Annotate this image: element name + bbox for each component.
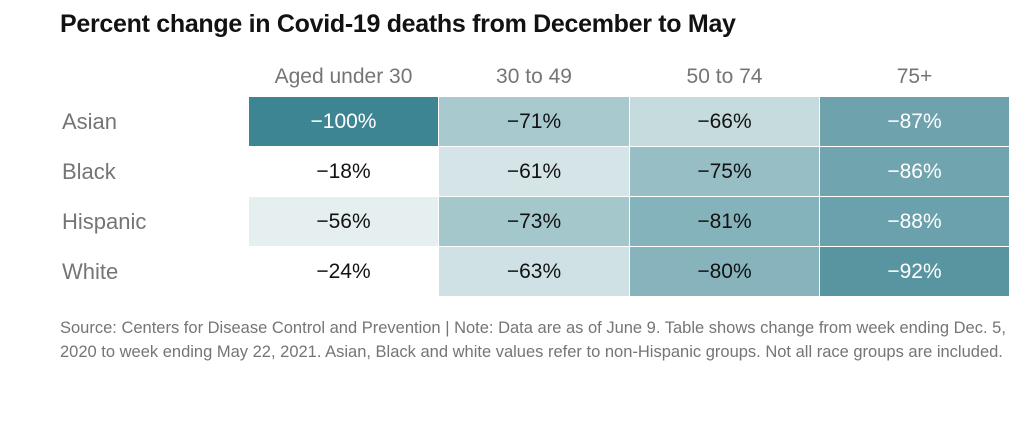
column-header: 75+ xyxy=(896,65,933,88)
table-cell: −24% xyxy=(249,247,438,296)
source-note: Source: Centers for Disease Control and … xyxy=(60,319,1006,361)
table-cell: −75% xyxy=(630,147,819,196)
table-cell: −71% xyxy=(439,97,629,146)
table-cell: −18% xyxy=(249,147,438,196)
row-label: White xyxy=(62,259,119,284)
table-cell: −66% xyxy=(630,97,819,146)
column-header: 30 to 49 xyxy=(496,65,572,88)
table-cell: −86% xyxy=(820,147,1009,196)
table-cell: −73% xyxy=(439,197,629,246)
row-label: Hispanic xyxy=(62,209,147,234)
column-header: 50 to 74 xyxy=(686,65,763,88)
table-cell: −61% xyxy=(439,147,629,196)
row-label: Black xyxy=(62,159,116,184)
table-cell: −63% xyxy=(439,247,629,296)
chart-title: Percent change in Covid-19 deaths from D… xyxy=(60,10,736,38)
column-header: Aged under 30 xyxy=(274,65,413,88)
row-label: Asian xyxy=(62,109,118,134)
table-cell: −87% xyxy=(820,97,1009,146)
table-cell: −56% xyxy=(249,197,438,246)
table-cell: −80% xyxy=(630,247,819,296)
table-cell: −92% xyxy=(820,247,1009,296)
table-cell: −100% xyxy=(249,97,438,146)
table-cell: −81% xyxy=(630,197,819,246)
table-cell: −88% xyxy=(820,197,1009,246)
